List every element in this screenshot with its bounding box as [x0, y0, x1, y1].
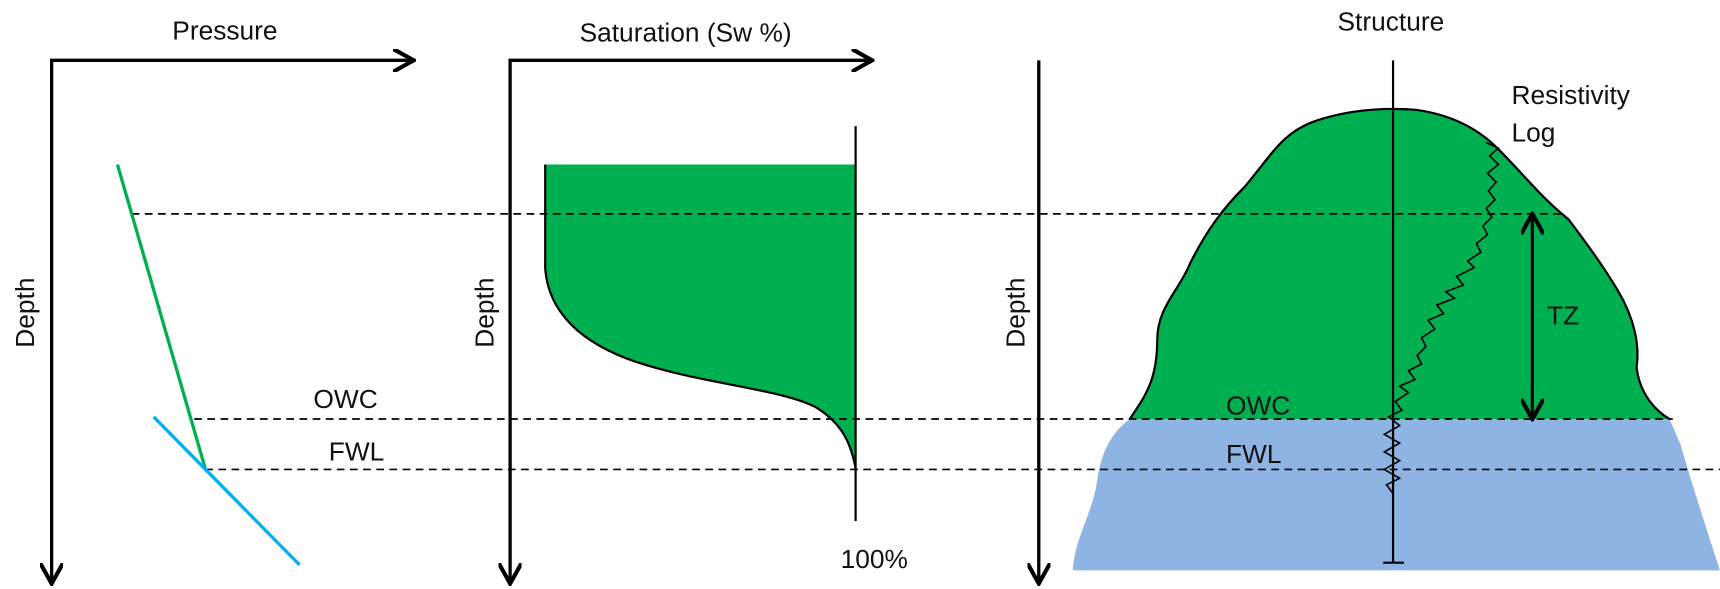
diagram: Pressure Depth OWC FWL Saturation (Sw %)…	[0, 0, 1720, 589]
fwl-label: FWL	[329, 437, 385, 467]
title: Structure	[1337, 7, 1444, 37]
log-label: Resistivity	[1512, 80, 1631, 110]
axis-label: Depth	[1001, 277, 1031, 347]
end-label: 100%	[841, 544, 908, 574]
tz-label: TZ	[1547, 301, 1579, 331]
owc-label: OWC	[1226, 391, 1290, 421]
axis-label: Saturation (Sw %)	[580, 18, 792, 48]
axis-label: Depth	[470, 277, 500, 347]
log-label: Log	[1512, 117, 1556, 147]
axis-label: Depth	[10, 277, 40, 347]
water-gradient	[154, 417, 300, 565]
oil-zone	[1130, 109, 1670, 419]
fwl-label: FWL	[1226, 439, 1282, 469]
axis-label: Pressure	[172, 15, 277, 45]
axes	[52, 60, 412, 581]
saturation-fill	[545, 165, 855, 469]
owc-label: OWC	[313, 384, 377, 414]
